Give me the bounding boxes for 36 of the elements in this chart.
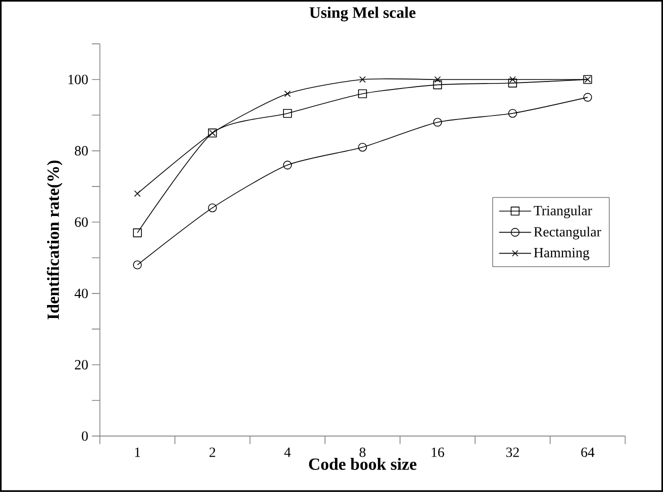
point	[434, 76, 441, 83]
point	[134, 190, 141, 197]
x-tick-label: 16	[432, 448, 444, 458]
y-axis-title: Identification rate(%)	[46, 160, 62, 320]
x-tick-label: 1	[135, 448, 140, 457]
point	[132, 228, 142, 238]
point	[283, 108, 292, 118]
x-tick-label: 2	[210, 448, 216, 457]
point	[508, 108, 518, 118]
legend-label: Rectangular	[534, 226, 602, 240]
point	[358, 89, 367, 98]
y-tick-label: 80	[74, 146, 88, 156]
x-tick-label: 4	[284, 448, 291, 457]
point	[509, 76, 516, 83]
y-tick-label: 60	[74, 217, 88, 227]
x-tick-label: 8	[360, 448, 366, 458]
point	[358, 142, 367, 152]
point	[583, 92, 592, 102]
point	[359, 76, 366, 83]
y-tick-label: 40	[74, 288, 88, 298]
x-axis-title: Code book size	[309, 458, 416, 470]
point	[208, 203, 217, 212]
y-tick-label: 0	[82, 431, 88, 441]
x-tick-label: 64	[581, 448, 594, 458]
y-tick-label: 100	[68, 74, 88, 84]
chart-title: Using Mel scale	[310, 6, 416, 22]
legend-label: Triangular	[534, 206, 592, 218]
x-tick-label: 32	[506, 448, 519, 458]
y-tick-label: 20	[74, 360, 88, 370]
point	[284, 90, 291, 98]
legend-label: Hamming	[534, 248, 590, 260]
point	[283, 160, 292, 170]
point	[508, 78, 518, 88]
point	[433, 118, 442, 127]
point	[433, 80, 442, 90]
point	[132, 260, 142, 270]
